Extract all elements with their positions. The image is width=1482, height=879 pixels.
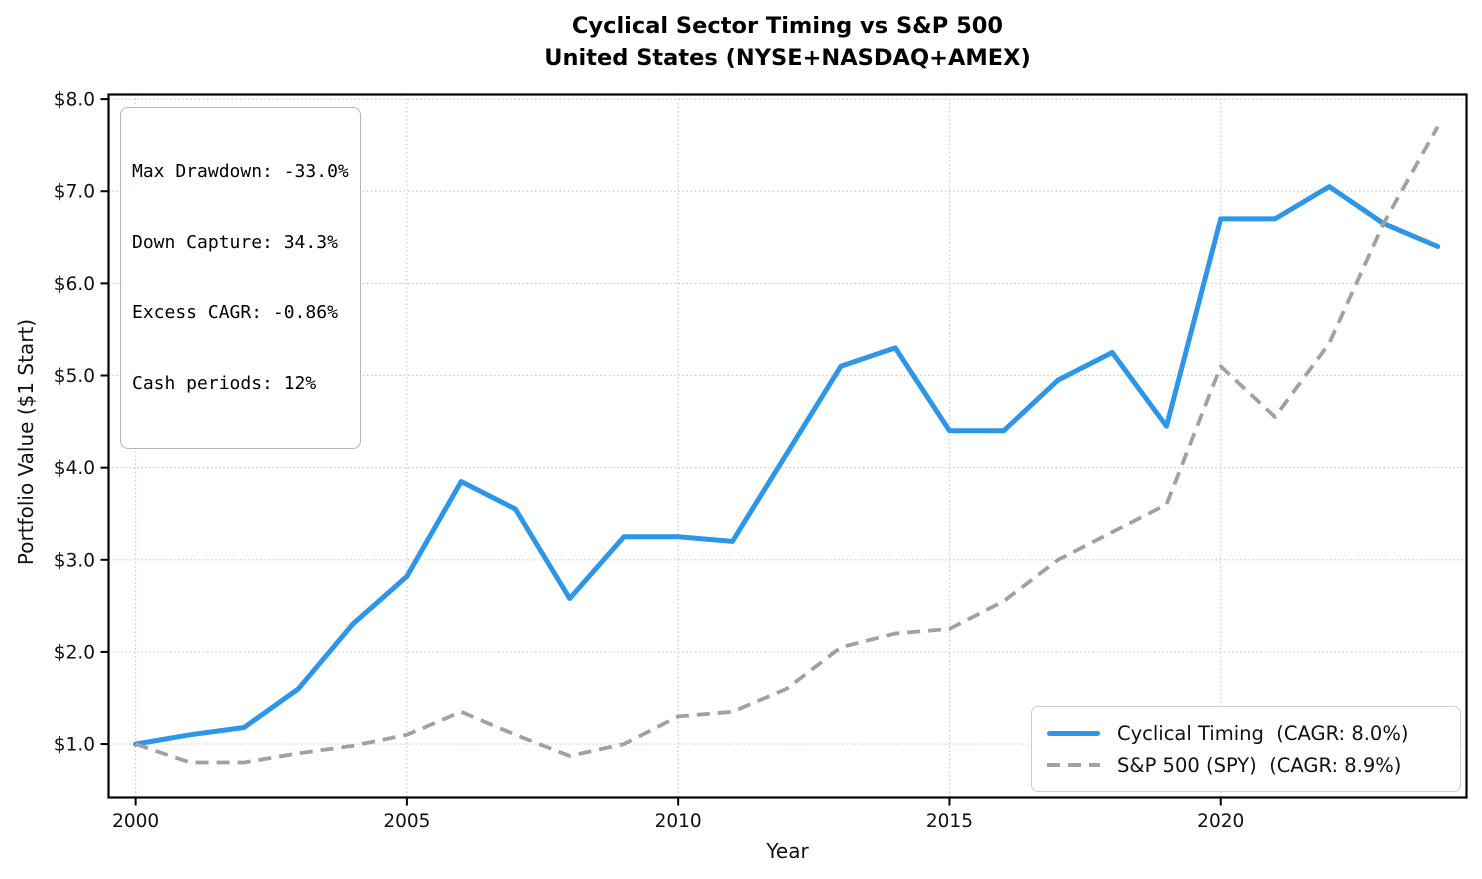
chart-title-line2: United States (NYSE+NASDAQ+AMEX)	[544, 45, 1031, 71]
legend-row-cyclical-timing: Cyclical Timing (CAGR: 8.0%)	[1047, 722, 1445, 745]
svg-text:$8.0: $8.0	[54, 90, 95, 111]
solid-line-sample-icon	[1047, 730, 1100, 736]
svg-text:$2.0: $2.0	[54, 642, 95, 663]
stat-excess-cagr: Excess CAGR: -0.86%	[132, 302, 338, 323]
svg-text:$7.0: $7.0	[54, 182, 95, 203]
svg-text:2015: 2015	[926, 811, 973, 832]
legend-label-cyclical-timing: Cyclical Timing (CAGR: 8.0%)	[1117, 721, 1409, 745]
svg-text:$4.0: $4.0	[54, 458, 95, 479]
svg-text:2010: 2010	[655, 811, 702, 832]
dashed-line-sample-icon	[1047, 763, 1100, 767]
svg-text:$3.0: $3.0	[54, 550, 95, 571]
chart-title: Cyclical Sector Timing vs S&P 500 United…	[108, 10, 1467, 74]
svg-text:$5.0: $5.0	[54, 366, 95, 387]
stats-box: Max Drawdown: -33.0% Down Capture: 34.3%…	[120, 107, 361, 449]
svg-text:2005: 2005	[383, 811, 430, 832]
svg-text:$1.0: $1.0	[54, 735, 95, 756]
x-axis-label: Year	[766, 839, 809, 863]
legend: Cyclical Timing (CAGR: 8.0%) S&P 500 (SP…	[1031, 706, 1461, 792]
svg-text:2000: 2000	[112, 811, 159, 832]
y-axis-label: Portfolio Value ($1 Start)	[14, 318, 38, 566]
stat-cash-periods: Cash periods: 12%	[132, 372, 317, 394]
svg-text:$6.0: $6.0	[54, 274, 95, 295]
legend-row-sp500: S&P 500 (SPY) (CAGR: 8.9%)	[1047, 754, 1445, 777]
stat-down-capture: Down Capture: 34.3%	[132, 231, 338, 253]
legend-label-sp500: S&P 500 (SPY) (CAGR: 8.9%)	[1117, 753, 1402, 777]
chart-title-line1: Cyclical Sector Timing vs S&P 500	[571, 13, 1004, 39]
svg-text:2020: 2020	[1197, 811, 1244, 832]
stat-max-drawdown: Max Drawdown: -33.0%	[132, 161, 349, 182]
